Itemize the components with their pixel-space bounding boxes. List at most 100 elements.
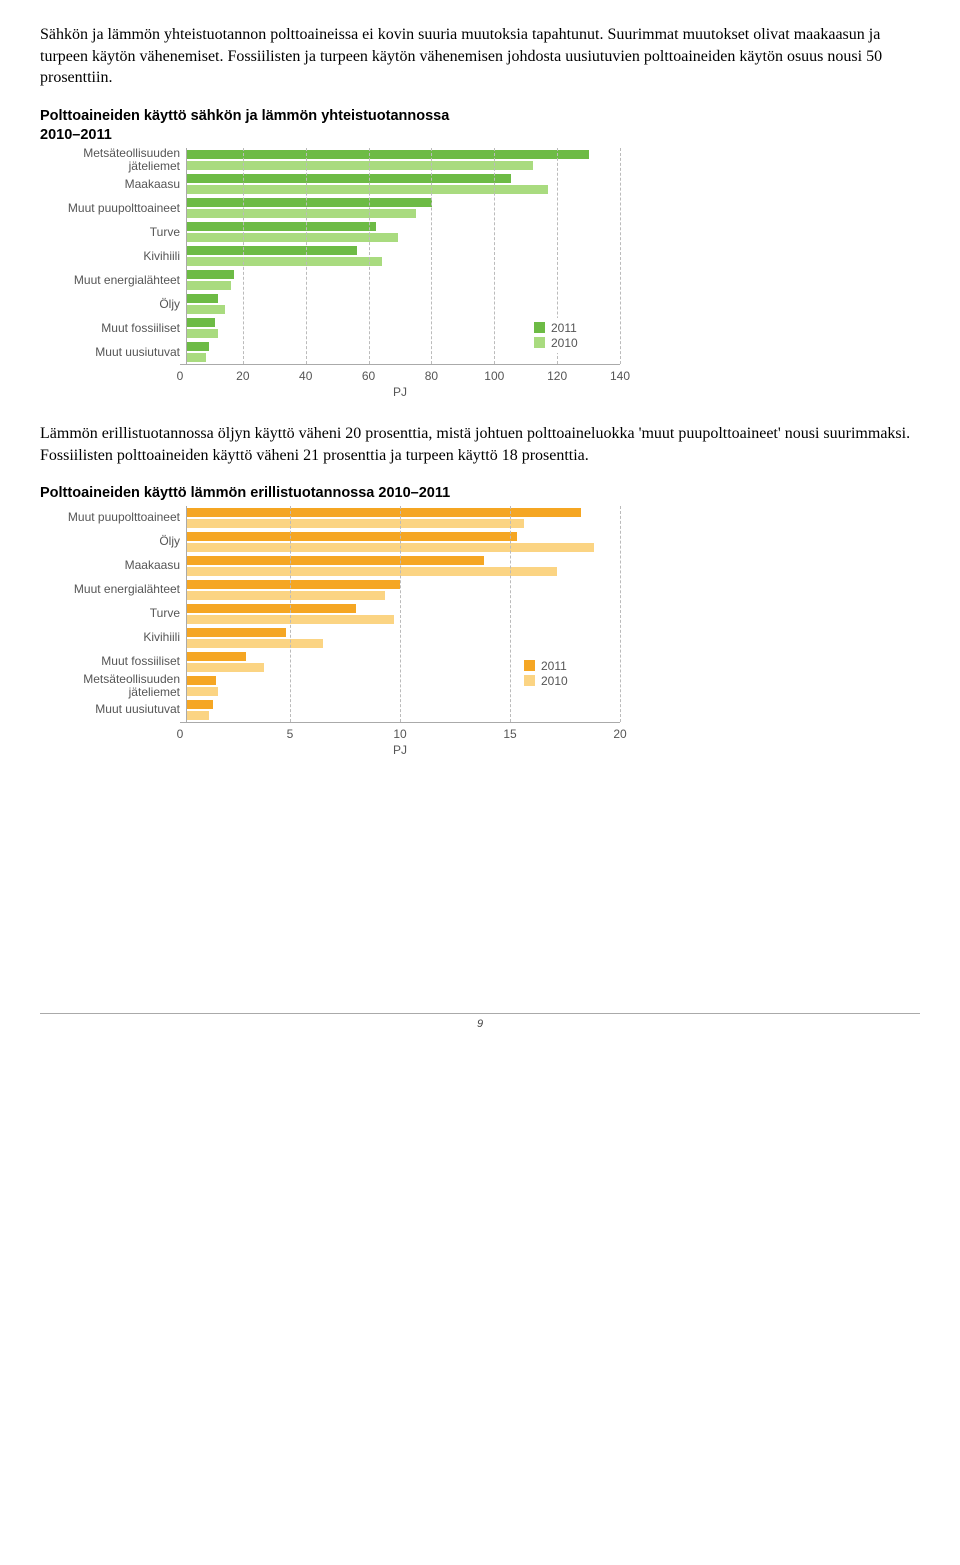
chart1-bar-2010 [187, 329, 218, 338]
chart2-legend-label-2010: 2010 [541, 674, 568, 688]
chart2-category-label: Turve [40, 602, 186, 626]
chart2-bar-2011 [187, 652, 246, 661]
chart1-legend-item: 2010 [534, 336, 578, 350]
chart2-row: Turve [40, 602, 640, 626]
chart2-bars-cell [186, 554, 627, 578]
chart2-title: Polttoaineiden käyttö lämmön erillistuot… [40, 484, 920, 504]
chart1-bar-2011 [187, 342, 209, 351]
chart2-bar-2010 [187, 591, 385, 600]
chart1-legend-label-2011: 2011 [551, 321, 577, 335]
chart2-category-label: Maakaasu [40, 554, 186, 578]
chart1-row: Metsäteollisuuden jäteliemet [40, 148, 640, 172]
chart2-category-label: Muut puupolttoaineet [40, 506, 186, 530]
chart1-bars-cell [186, 220, 627, 244]
chart2-x-track: 05101520PJ [180, 722, 620, 753]
chart2-x-spacer [40, 722, 180, 753]
chart1-row: Kivihiili [40, 244, 640, 268]
chart1-bars-cell [186, 148, 627, 172]
chart1-category-label: Muut uusiutuvat [40, 340, 186, 364]
chart2-bar-2011 [187, 700, 213, 709]
chart1-bar-2011 [187, 294, 218, 303]
chart2-bar-2011 [187, 532, 517, 541]
chart1-bar-2010 [187, 233, 398, 242]
chart2-bars-cell [186, 698, 627, 722]
chart2-bar-2010 [187, 639, 323, 648]
chart2-bar-2011 [187, 580, 400, 589]
chart1-legend-label-2010: 2010 [551, 336, 578, 350]
chart1-bar-2010 [187, 281, 231, 290]
chart1-category-label: Maakaasu [40, 172, 186, 196]
chart2-body: Muut puupolttoaineetÖljyMaakaasuMuut ene… [40, 506, 640, 722]
chart2-bar-2010 [187, 687, 218, 696]
chart1-x-spacer [40, 364, 180, 395]
chart2-x-tick: 20 [613, 727, 626, 741]
chart2-bar-2011 [187, 556, 484, 565]
chart2-x-title: PJ [393, 743, 407, 757]
chart1-category-label: Metsäteollisuuden jäteliemet [40, 148, 186, 172]
chart1-x-title: PJ [393, 385, 407, 399]
chart1-title: Polttoaineiden käyttö sähkön ja lämmön y… [40, 107, 920, 146]
chart1-bar-2011 [187, 246, 357, 255]
chart2-bar-2011 [187, 628, 286, 637]
chart1-bars-cell [186, 292, 627, 316]
chart2-bars-cell [186, 506, 627, 530]
chart2-x-tick: 10 [393, 727, 406, 741]
chart1-x-tick: 60 [362, 369, 375, 383]
chart2-legend-swatch [524, 675, 535, 686]
chart2-bar-2010 [187, 615, 394, 624]
chart1-bar-2010 [187, 305, 225, 314]
chart1-x-tick: 40 [299, 369, 312, 383]
chart1-x-tick: 20 [236, 369, 249, 383]
chart1-title-line1: Polttoaineiden käyttö sähkön ja lämmön y… [40, 108, 449, 124]
chart2-row: Maakaasu [40, 554, 640, 578]
chart1-category-label: Muut fossiiliset [40, 316, 186, 340]
chart2-category-label: Muut fossiiliset [40, 650, 186, 674]
chart1-row: Muut energialähteet [40, 268, 640, 292]
chart1-row: Turve [40, 220, 640, 244]
chart2-bars-cell [186, 626, 627, 650]
chart2-category-label: Muut energialähteet [40, 578, 186, 602]
chart2-category-label: Metsäteollisuuden jäteliemet [40, 674, 186, 698]
chart2-legend-item: 2010 [524, 674, 568, 688]
chart1-bar-2011 [187, 270, 234, 279]
paragraph-1: Sähkön ja lämmön yhteistuotannon polttoa… [40, 24, 920, 89]
chart1-bar-2011 [187, 150, 589, 159]
chart1-legend-swatch [534, 337, 545, 348]
chart1-bar-2010 [187, 161, 533, 170]
chart2-bar-2011 [187, 676, 216, 685]
chart1-legend-swatch [534, 322, 545, 333]
chart1-bar-2011 [187, 174, 511, 183]
chart1-title-line2: 2010–2011 [40, 127, 112, 143]
chart1-x-tick: 120 [547, 369, 567, 383]
chart1-bars-cell [186, 268, 627, 292]
chart2-row: Kivihiili [40, 626, 640, 650]
chart2-x-tick: 15 [503, 727, 516, 741]
chart1-category-label: Kivihiili [40, 244, 186, 268]
chart2-bar-2010 [187, 663, 264, 672]
chart1-body: Metsäteollisuuden jäteliemetMaakaasuMuut… [40, 148, 640, 364]
chart2-x-axis: 05101520PJ [40, 722, 640, 753]
chart2-row: Muut puupolttoaineet [40, 506, 640, 530]
chart1-legend-item: 2011 [534, 321, 578, 335]
chart1-bar-2011 [187, 318, 215, 327]
chart2-bar-2010 [187, 543, 594, 552]
chart1-legend: 20112010 [530, 318, 582, 353]
chart-fuel-chp: Metsäteollisuuden jäteliemetMaakaasuMuut… [40, 148, 640, 395]
chart2-category-label: Kivihiili [40, 626, 186, 650]
chart1-category-label: Muut puupolttoaineet [40, 196, 186, 220]
chart2-bar-2010 [187, 519, 524, 528]
chart2-bar-2010 [187, 711, 209, 720]
chart-fuel-separate-heat: Muut puupolttoaineetÖljyMaakaasuMuut ene… [40, 506, 640, 753]
chart1-row: Muut puupolttoaineet [40, 196, 640, 220]
chart1-category-label: Turve [40, 220, 186, 244]
chart2-bar-2011 [187, 604, 356, 613]
chart2-bars-cell [186, 602, 627, 626]
chart1-bars-cell [186, 172, 627, 196]
chart2-legend: 20112010 [520, 656, 572, 691]
paragraph-2: Lämmön erillistuotannossa öljyn käyttö v… [40, 423, 920, 466]
chart1-bar-2010 [187, 185, 548, 194]
chart1-bars-cell [186, 244, 627, 268]
chart1-bar-2010 [187, 257, 382, 266]
chart1-category-label: Öljy [40, 292, 186, 316]
chart2-x-tick: 0 [177, 727, 184, 741]
